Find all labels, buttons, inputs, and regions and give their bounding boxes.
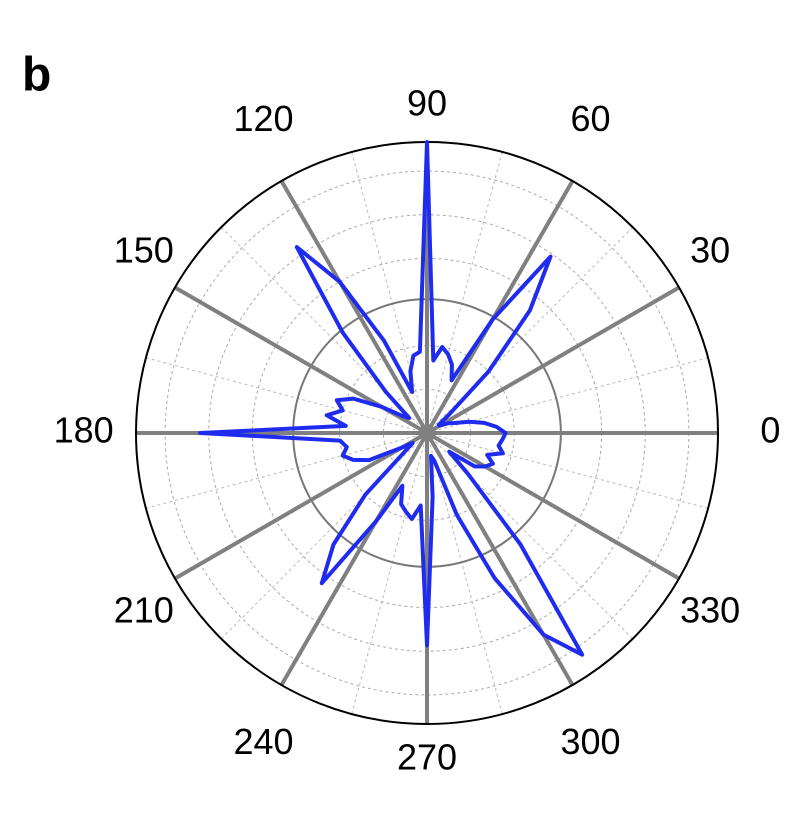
spoke: [173, 431, 428, 581]
theta-tick-label: 210: [114, 589, 174, 630]
theta-tick-label: 30: [690, 230, 730, 271]
theta-tick-label: 0: [760, 410, 780, 451]
spoke: [279, 179, 429, 434]
spoke: [425, 179, 575, 434]
minor-spoke: [351, 432, 428, 715]
minor-spoke: [145, 357, 428, 434]
spoke: [279, 431, 429, 687]
theta-tick-label: 300: [560, 721, 620, 762]
theta-tick-label: 240: [233, 721, 293, 762]
series-line: [198, 140, 585, 657]
spoke: [425, 431, 681, 581]
theta-tick-label: 90: [407, 83, 447, 124]
minor-spoke: [145, 432, 428, 509]
theta-tick-label: 180: [54, 410, 114, 451]
minor-spoke: [426, 432, 709, 509]
theta-tick-label: 270: [397, 737, 457, 778]
theta-tick-label: 330: [680, 589, 740, 630]
theta-tick-label: 120: [233, 98, 293, 139]
theta-tick-label: 60: [570, 98, 610, 139]
minor-spoke: [426, 432, 503, 715]
panel-label: b: [22, 49, 51, 102]
spoke: [425, 431, 575, 687]
spoke: [425, 285, 681, 435]
minor-spoke: [426, 151, 503, 434]
minor-spoke: [351, 151, 428, 434]
theta-tick-label: 150: [114, 230, 174, 271]
